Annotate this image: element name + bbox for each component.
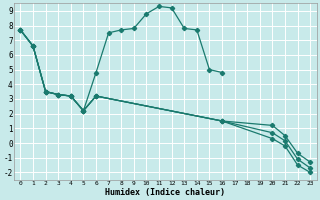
X-axis label: Humidex (Indice chaleur): Humidex (Indice chaleur) xyxy=(105,188,225,197)
